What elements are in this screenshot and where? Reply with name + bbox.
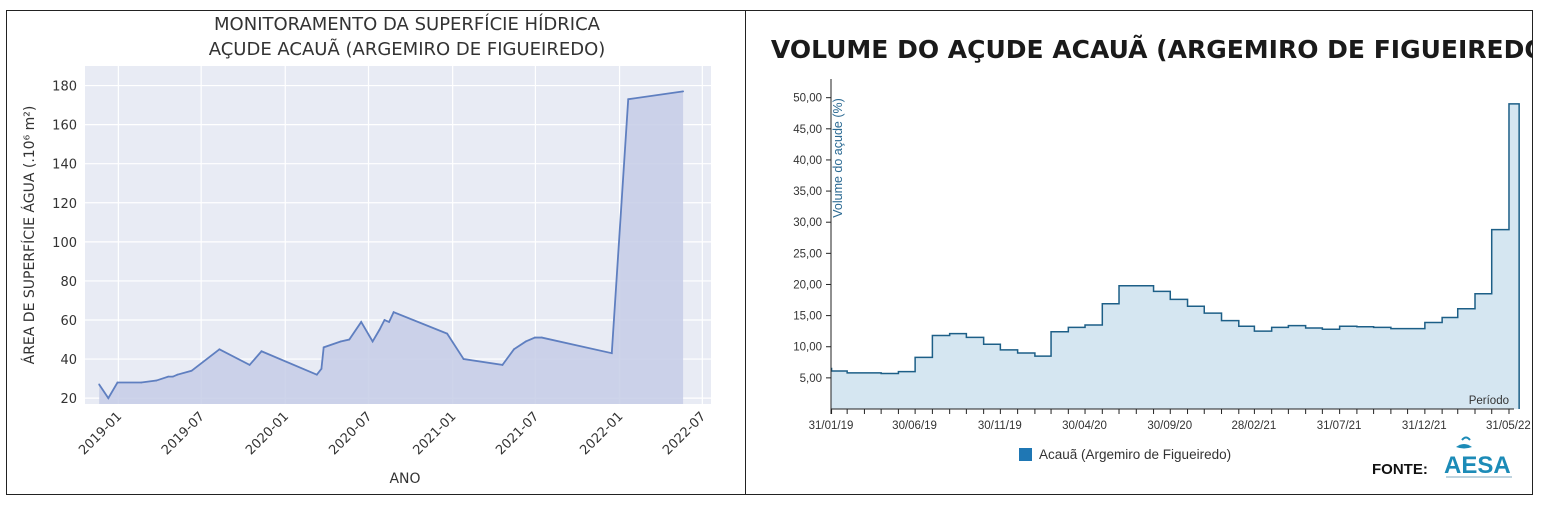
data-point: [116, 381, 119, 384]
data-point: [140, 381, 143, 384]
x-tick-label: 31/12/21: [1402, 420, 1447, 432]
data-point: [540, 336, 543, 339]
surface-area-chart: MONITORAMENTO DA SUPERFÍCIE HÍDRICA AÇUD…: [21, 13, 711, 487]
x-tick-label: 31/07/21: [1317, 420, 1362, 432]
x-tick-label: 2022-01: [577, 409, 626, 458]
chart-title-line-2: AÇUDE ACAUÃ (ARGEMIRO DE FIGUEIREDO): [209, 38, 606, 60]
x-tick-label: 30/11/19: [978, 420, 1022, 432]
volume-fill: [831, 103, 1520, 409]
y-axis-label: Volume do açude (%): [831, 98, 845, 218]
data-point: [348, 338, 351, 341]
y-tick-label: 35,00: [793, 186, 822, 198]
data-point: [171, 375, 174, 378]
data-point: [627, 98, 630, 101]
x-tick-label: 2020-01: [243, 409, 292, 458]
y-tick-label: 20: [60, 392, 77, 407]
step-area-series: [830, 103, 1520, 409]
x-tick-label: 31/05/22: [1486, 420, 1531, 432]
data-point: [501, 364, 504, 366]
y-tick-label: 20,00: [793, 279, 822, 291]
legend-label[interactable]: Acauã (Argemiro de Figueiredo): [1039, 447, 1231, 462]
data-point: [524, 340, 527, 343]
data-point: [218, 348, 221, 351]
y-tick-labels: 20 40 60 80 100 120 140 160 180: [52, 80, 77, 408]
volume-line: [830, 103, 1520, 409]
volume-chart: VOLUME DO AÇUDE ACAUÃ (ARGEMIRO DE FIGUE…: [771, 35, 1532, 479]
data-point: [682, 90, 685, 93]
data-point: [360, 321, 363, 323]
data-point: [315, 373, 318, 376]
data-point: [248, 364, 251, 366]
x-tick-labels: 2019-01 2019-07 2020-01 2020-07 2021-01 2021-…: [76, 409, 709, 458]
y-axis-label: ÁREA DE SUPERFÍCIE ÁGUA (.10⁶ m²): [21, 106, 38, 365]
data-point: [339, 340, 342, 343]
data-point: [388, 321, 390, 323]
y-tick-label: 50,00: [793, 93, 822, 105]
x-tick-label: 30/09/20: [1147, 420, 1192, 432]
left-chart-panel: MONITORAMENTO DA SUPERFÍCIE HÍDRICA AÇUD…: [6, 10, 746, 495]
x-tick-label: 2020-07: [326, 409, 375, 458]
x-tick-label: 30/06/19: [892, 420, 937, 432]
source-logo-text: AESA: [1444, 452, 1511, 479]
data-point: [513, 348, 515, 351]
right-chart-panel: VOLUME DO AÇUDE ACAUÃ (ARGEMIRO DE FIGUE…: [745, 10, 1533, 495]
data-point: [378, 328, 381, 331]
x-tick-label: 28/02/21: [1231, 420, 1276, 432]
area-fill: [99, 91, 684, 405]
data-point: [155, 379, 158, 382]
data-point: [534, 336, 536, 339]
y-tick-label: 40,00: [793, 155, 822, 167]
x-tick-label: 31/01/19: [809, 420, 854, 432]
logo-drop-icon: [1456, 444, 1472, 449]
legend-swatch[interactable]: [1019, 448, 1032, 461]
y-tick-labels: 5,00 10,00 15,00 20,00 25,00 30,00 35,00 40,00 4…: [793, 93, 831, 385]
y-tick-label: 5,00: [800, 373, 822, 385]
data-point: [392, 311, 395, 314]
data-point: [462, 358, 465, 360]
data-point: [383, 319, 386, 321]
data-point: [371, 340, 374, 343]
x-axis-label: ANO: [389, 471, 420, 487]
data-point: [446, 332, 449, 335]
y-tick-label: 100: [52, 236, 77, 251]
y-tick-label: 45,00: [793, 124, 822, 136]
x-tick-label: 2022-07: [660, 409, 709, 458]
y-tick-label: 40: [60, 353, 77, 368]
aesa-logo: AESA: [1444, 436, 1512, 479]
x-tick-label: 2019-07: [159, 409, 208, 458]
y-tick-label: 80: [60, 275, 77, 290]
logo-wave-icon: [1461, 436, 1471, 441]
chart-title: VOLUME DO AÇUDE ACAUÃ (ARGEMIRO DE FIGUE…: [771, 35, 1532, 64]
y-tick-label: 10,00: [793, 342, 822, 354]
data-point: [320, 367, 323, 370]
y-tick-label: 25,00: [793, 248, 822, 260]
axes: [830, 79, 1514, 410]
x-tick-label: 2019-01: [76, 409, 125, 458]
data-point: [167, 375, 170, 378]
data-point: [260, 350, 263, 353]
y-tick-label: 15,00: [793, 311, 822, 323]
x-axis-label: Período: [1469, 395, 1509, 407]
data-point: [176, 373, 179, 376]
y-tick-label: 180: [52, 80, 77, 95]
y-tick-label: 160: [52, 119, 77, 134]
y-tick-label: 140: [52, 158, 77, 173]
data-point: [98, 383, 101, 386]
y-tick-label: 60: [60, 314, 77, 329]
area-series: [98, 90, 685, 405]
x-tick-label: 2021-07: [493, 409, 542, 458]
chart-title-line-1: MONITORAMENTO DA SUPERFÍCIE HÍDRICA: [214, 13, 601, 35]
y-tick-label: 30,00: [793, 217, 822, 229]
data-point: [610, 352, 613, 355]
source-label: FONTE:: [1372, 461, 1428, 478]
x-tick-label: 30/04/20: [1062, 420, 1107, 432]
data-point: [107, 397, 110, 400]
x-tick-label: 2021-01: [410, 409, 459, 458]
data-point: [322, 346, 325, 349]
x-tick-labels: 31/01/19 30/06/19 30/11/19 30/04/20 30/09/20…: [809, 409, 1531, 432]
y-tick-label: 120: [52, 197, 77, 212]
data-point: [190, 369, 193, 372]
